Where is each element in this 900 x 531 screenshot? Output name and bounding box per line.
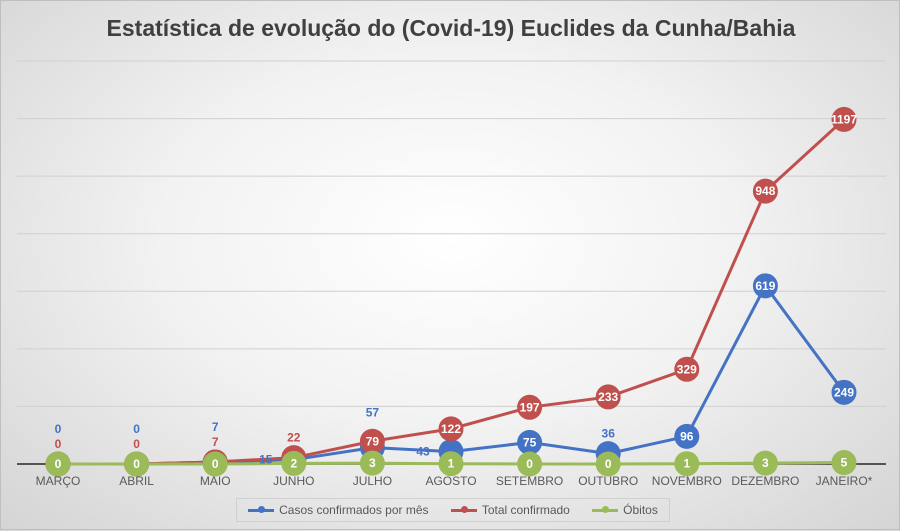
data-point — [359, 428, 385, 454]
legend: Casos confirmados por mês Total confirmad… — [236, 498, 670, 522]
data-point — [281, 450, 307, 476]
data-label: 7 — [212, 420, 219, 434]
data-point — [831, 450, 857, 476]
data-label: 96 — [680, 429, 694, 443]
legend-swatch — [248, 506, 275, 513]
x-tick-label: MARÇO — [36, 474, 81, 488]
data-point — [831, 379, 857, 405]
data-label: 0 — [133, 457, 140, 471]
data-point — [517, 451, 543, 477]
data-label: 619 — [755, 279, 775, 293]
data-point — [752, 178, 778, 204]
data-label: 948 — [755, 184, 775, 198]
data-label: 0 — [55, 437, 62, 451]
data-label: 3 — [369, 456, 376, 470]
data-label: 43 — [416, 445, 430, 459]
data-point — [674, 451, 700, 477]
data-label: 329 — [677, 362, 697, 376]
data-label: 122 — [441, 422, 461, 436]
legend-label: Óbitos — [623, 503, 658, 517]
legend-swatch — [450, 506, 477, 513]
x-tick-label: DEZEMBRO — [731, 474, 799, 488]
data-point — [674, 356, 700, 382]
legend-item: Total confirmado — [450, 503, 570, 517]
data-label: 75 — [523, 435, 537, 449]
data-label: 1197 — [831, 112, 857, 126]
data-label: 233 — [598, 390, 618, 404]
data-label: 0 — [133, 422, 140, 436]
x-tick-label: OUTUBRO — [578, 474, 638, 488]
data-label: 197 — [520, 400, 540, 414]
data-point — [124, 451, 150, 477]
data-point — [438, 416, 464, 442]
data-label: 1 — [448, 457, 455, 471]
data-label: 0 — [133, 437, 140, 451]
data-point — [831, 106, 857, 132]
x-tick-label: ABRIL — [119, 474, 154, 488]
x-tick-label: AGOSTO — [425, 474, 476, 488]
chart-title: Estatística de evolução do (Covid-19) Eu… — [106, 15, 796, 41]
data-label: 22 — [287, 431, 301, 445]
data-label: 0 — [526, 457, 533, 471]
data-point — [752, 450, 778, 476]
data-label: 2 — [290, 456, 297, 470]
data-point — [517, 429, 543, 455]
x-tick-label: MAIO — [200, 474, 231, 488]
data-label: 249 — [834, 385, 854, 399]
data-label: 5 — [841, 456, 848, 470]
legend-item: Óbitos — [592, 503, 658, 517]
x-tick-label: JANEIRO* — [816, 474, 873, 488]
data-label: 3 — [762, 456, 769, 470]
legend-swatch — [592, 506, 619, 513]
data-label: 0 — [212, 457, 219, 471]
x-tick-label: SETEMBRO — [496, 474, 563, 488]
data-point — [359, 450, 385, 476]
data-point — [202, 451, 228, 477]
data-point — [438, 451, 464, 477]
legend-item: Casos confirmados por mês — [248, 503, 429, 517]
x-tick-label: JULHO — [353, 474, 392, 488]
data-label: 36 — [602, 427, 616, 441]
data-label: 57 — [366, 406, 380, 420]
x-tick-label: JUNHO — [273, 474, 314, 488]
legend-label: Casos confirmados por mês — [279, 503, 429, 517]
legend-label: Total confirmado — [481, 503, 570, 517]
data-point — [674, 423, 700, 449]
data-label: 0 — [55, 457, 62, 471]
data-label: 15 — [259, 453, 273, 467]
data-label: 1 — [683, 457, 690, 471]
data-point — [595, 384, 621, 410]
data-label: 0 — [55, 422, 62, 436]
x-tick-label: NOVEMBRO — [652, 474, 722, 488]
data-label: 79 — [366, 434, 380, 448]
data-label: 7 — [212, 435, 219, 449]
data-point — [595, 451, 621, 477]
data-label: 0 — [605, 457, 612, 471]
data-point — [517, 394, 543, 420]
data-point — [752, 273, 778, 299]
data-point — [45, 451, 71, 477]
